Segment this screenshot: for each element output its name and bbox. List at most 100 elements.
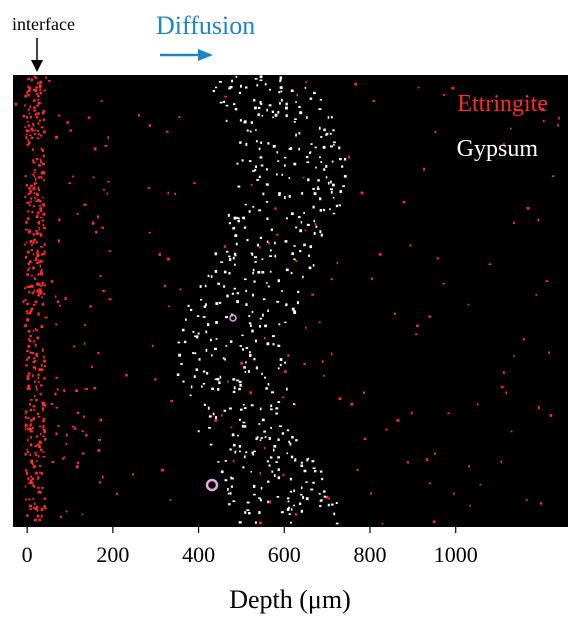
phase-pixel (331, 503, 334, 506)
phase-pixel (548, 351, 551, 354)
phase-pixel (228, 407, 232, 410)
phase-pixel (253, 357, 256, 361)
phase-pixel (231, 292, 234, 295)
phase-pixel (38, 260, 40, 264)
phase-pixel (320, 233, 323, 237)
phase-pixel (40, 270, 43, 274)
phase-pixel (266, 240, 269, 243)
phase-pixel (29, 105, 32, 109)
phase-pixel (48, 80, 51, 82)
phase-pixel (290, 271, 293, 275)
phase-pixel (218, 381, 221, 385)
phase-pixel (246, 509, 250, 511)
phase-pixel (272, 343, 275, 346)
phase-pixel (287, 500, 290, 503)
phase-pixel (436, 257, 440, 260)
phase-pixel (32, 330, 35, 333)
phase-pixel (259, 100, 262, 104)
phase-pixel (305, 497, 309, 501)
phase-pixel (289, 490, 293, 493)
phase-pixel (225, 250, 229, 253)
phase-pixel (241, 334, 244, 337)
phase-pixel (31, 122, 35, 125)
phase-pixel (259, 471, 262, 475)
phase-pixel (237, 434, 239, 437)
phase-pixel (91, 222, 95, 225)
phase-pixel (41, 407, 45, 410)
phase-pixel (57, 239, 61, 243)
phase-pixel (303, 363, 307, 366)
phase-pixel (305, 481, 308, 483)
phase-pixel (42, 223, 45, 227)
phase-pixel (36, 249, 39, 252)
phase-pixel (237, 185, 241, 188)
phase-pixel (38, 228, 41, 231)
phase-pixel (65, 510, 68, 513)
phase-pixel (29, 134, 32, 137)
phase-pixel (343, 157, 347, 161)
phase-pixel (205, 330, 208, 334)
phase-pixel (38, 226, 40, 229)
phase-pixel (304, 87, 307, 89)
phase-pixel (33, 233, 36, 236)
phase-pixel (115, 492, 119, 495)
phase-pixel (24, 428, 27, 431)
phase-pixel (276, 495, 280, 498)
phase-pixel (36, 254, 40, 257)
phase-pixel (180, 363, 183, 365)
phase-pixel (307, 178, 310, 182)
phase-pixel (31, 374, 34, 378)
phase-pixel (27, 385, 30, 389)
phase-pixel (228, 255, 231, 258)
phase-pixel (432, 520, 436, 524)
phase-pixel (331, 160, 334, 163)
phase-pixel (291, 252, 294, 256)
phase-pixel (305, 326, 307, 329)
phase-pixel (277, 476, 281, 480)
phase-pixel (315, 225, 318, 228)
phase-pixel (259, 521, 262, 525)
phase-pixel (278, 194, 281, 196)
phase-pixel (40, 176, 43, 179)
phase-pixel (24, 126, 27, 129)
phase-pixel (272, 144, 276, 148)
phase-pixel (36, 388, 38, 391)
phase-pixel (224, 460, 228, 462)
phase-pixel (138, 114, 140, 117)
phase-pixel (39, 259, 43, 263)
phase-pixel (30, 115, 33, 119)
phase-pixel (37, 122, 40, 125)
phase-pixel (264, 324, 268, 328)
phase-pixel (29, 351, 32, 354)
phase-pixel (293, 245, 296, 247)
phase-pixel (34, 454, 38, 456)
phase-pixel (350, 402, 354, 406)
phase-pixel (268, 500, 272, 504)
phase-pixel (40, 325, 44, 329)
phase-pixel (298, 132, 301, 135)
phase-pixel (270, 404, 273, 408)
phase-pixel (32, 232, 35, 236)
phase-pixel (233, 216, 237, 220)
phase-pixel (38, 425, 42, 428)
phase-pixel (34, 472, 37, 475)
phase-pixel (33, 395, 36, 398)
phase-pixel (25, 310, 28, 313)
phase-pixel (43, 178, 45, 182)
phase-pixel (244, 203, 248, 206)
phase-pixel (177, 341, 181, 344)
phase-pixel (442, 94, 446, 96)
phase-pixel (313, 470, 317, 473)
phase-pixel (226, 294, 229, 298)
phase-pixel (332, 196, 335, 199)
phase-pixel (522, 338, 526, 341)
phase-pixel (41, 253, 44, 256)
phase-pixel (212, 412, 215, 416)
phase-pixel (286, 429, 290, 432)
phase-pixel (43, 227, 47, 230)
phase-pixel (41, 296, 44, 299)
phase-pixel (294, 458, 297, 460)
phase-pixel (35, 215, 39, 219)
phase-pixel (232, 256, 235, 260)
phase-pixel (251, 310, 254, 313)
